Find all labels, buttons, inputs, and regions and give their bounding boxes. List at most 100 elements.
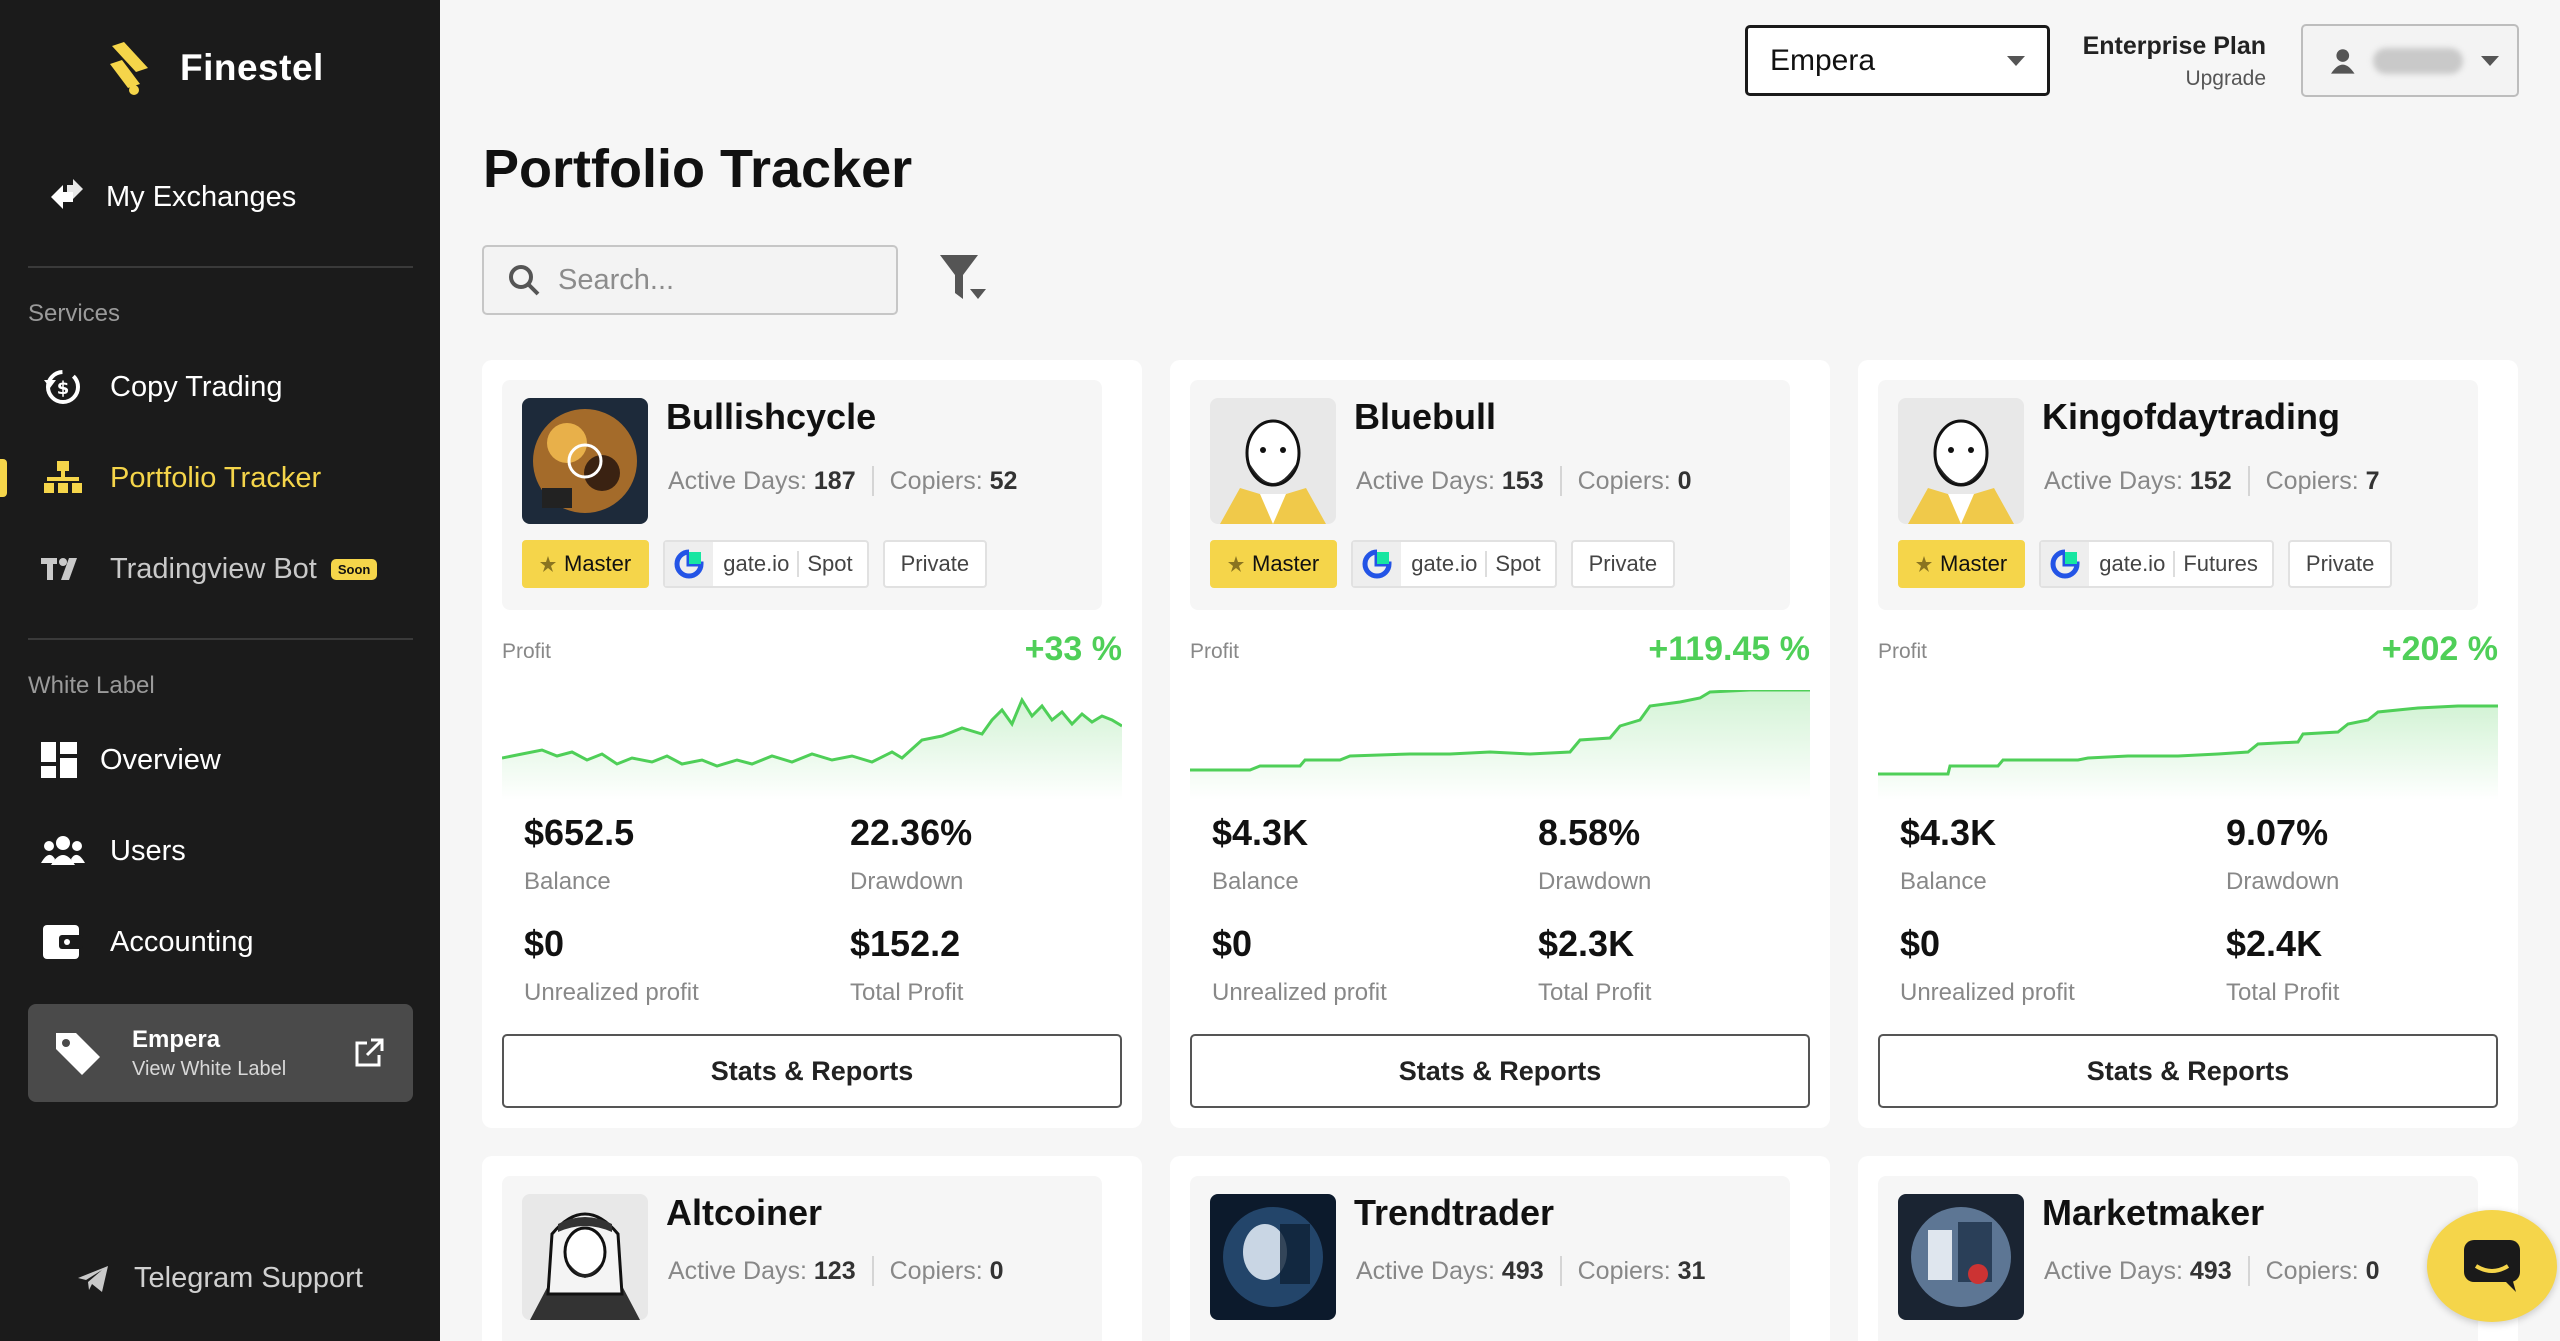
telegram-support-label: Telegram Support — [134, 1262, 363, 1294]
external-link-icon[interactable] — [353, 1037, 385, 1069]
drawdown-metric: 22.36% Drawdown — [850, 812, 972, 896]
brand-name: Finestel — [180, 47, 324, 88]
profit-value: +202 % — [2381, 630, 2498, 668]
telegram-support-link[interactable]: Telegram Support — [78, 1262, 363, 1295]
brand-logo[interactable]: Finestel — [104, 40, 324, 96]
white-label-card[interactable]: Empera View White Label — [28, 1004, 413, 1102]
trader-name[interactable]: Trendtrader — [1354, 1192, 1555, 1233]
sidebar-item-my-exchanges[interactable]: My Exchanges — [0, 162, 440, 232]
master-badge-label: Master — [1252, 551, 1320, 576]
sidebar-item-label: Portfolio Tracker — [110, 461, 322, 494]
profit-value: +119.45 % — [1648, 630, 1810, 668]
sidebar-item-portfolio-tracker[interactable]: Portfolio Tracker — [0, 443, 440, 513]
exchange-arrows-icon — [42, 179, 92, 215]
trader-avatar[interactable] — [522, 1194, 648, 1320]
trader-stats: Active Days: 493 Copiers: 31 — [1356, 1256, 1705, 1286]
sidebar-item-label: Users — [110, 834, 186, 867]
stats-reports-button[interactable]: Stats & Reports — [1190, 1034, 1810, 1108]
sidebar-item-copy-trading[interactable]: $ Copy Trading — [0, 352, 440, 422]
copiers-value: 7 — [2365, 466, 2380, 495]
trader-name[interactable]: Kingofdaytrading — [2042, 396, 2340, 437]
master-badge: Master — [522, 540, 650, 588]
dashboard-icon — [34, 742, 84, 778]
balance-value: $652.5 — [524, 812, 635, 853]
active-days-value: 493 — [1501, 1256, 1544, 1285]
wallet-icon — [38, 925, 88, 959]
filter-icon[interactable] — [938, 253, 994, 305]
sidebar-item-tradingview-bot[interactable]: Tradingview Bot Soon — [0, 534, 440, 604]
user-menu-button[interactable] — [2301, 24, 2519, 97]
trader-name[interactable]: Altcoiner — [666, 1192, 823, 1233]
total-profit-metric: $2.4K Total Profit — [2226, 923, 2339, 1007]
trader-name[interactable]: Marketmaker — [2042, 1192, 2265, 1233]
chevron-down-icon — [2481, 55, 2499, 66]
search-box[interactable] — [482, 245, 898, 315]
trader-avatar[interactable] — [1898, 398, 2024, 524]
trader-card: Bluebull Active Days: 153 Copiers: 0 Mas… — [1170, 360, 1830, 1128]
total-profit-label: Total Profit — [1538, 979, 1652, 1006]
sidebar-item-overview[interactable]: Overview — [0, 725, 440, 795]
sidebar-item-label: Overview — [100, 743, 221, 776]
trader-avatar[interactable] — [1210, 398, 1336, 524]
svg-text:$: $ — [57, 378, 70, 399]
view-white-label-link[interactable]: View White Label — [132, 1057, 287, 1080]
unrealized-profit-metric: $0 Unrealized profit — [1212, 923, 1387, 1007]
total-profit-label: Total Profit — [2226, 979, 2340, 1006]
profit-sparkline — [1878, 704, 2498, 800]
trader-name[interactable]: Bullishcycle — [666, 396, 877, 437]
chevron-down-icon — [2007, 55, 2025, 66]
chat-support-button[interactable] — [2427, 1210, 2557, 1322]
trader-tags: Master gate.io Spot Private — [522, 540, 988, 588]
chat-bubble-icon — [2464, 1240, 2520, 1292]
workspace-select-value: Empera — [1770, 43, 1876, 77]
unrealized-profit-label: Unrealized profit — [524, 979, 699, 1006]
plan-title: Enterprise Plan — [2082, 32, 2266, 60]
workspace-select[interactable]: Empera — [1745, 25, 2050, 96]
active-days-value: 493 — [2189, 1256, 2232, 1285]
sidebar-item-label: My Exchanges — [106, 180, 297, 213]
copiers-label: Copiers: — [889, 466, 983, 495]
trader-avatar[interactable] — [1210, 1194, 1336, 1320]
finestel-logo-icon — [110, 42, 148, 95]
tag-icon — [56, 1033, 100, 1075]
total-profit-value: $2.4K — [2226, 923, 2323, 964]
trader-avatar[interactable] — [522, 398, 648, 524]
market-type: Spot — [807, 551, 853, 576]
trader-name[interactable]: Bluebull — [1354, 396, 1496, 437]
trader-card-header: Altcoiner Active Days: 123 Copiers: 0 — [502, 1176, 1102, 1341]
sidebar-item-accounting[interactable]: Accounting — [0, 907, 440, 977]
total-profit-metric: $152.2 Total Profit — [850, 923, 963, 1007]
soon-badge: Soon — [330, 558, 378, 580]
copiers-label: Copiers: — [1577, 466, 1671, 495]
trader-avatar[interactable] — [1898, 1194, 2024, 1320]
stats-reports-button[interactable]: Stats & Reports — [1878, 1034, 2498, 1108]
trader-card: Trendtrader Active Days: 493 Copiers: 31 — [1170, 1156, 1830, 1341]
visibility-badge: Private — [2287, 540, 2393, 588]
sidebar-item-users[interactable]: Users — [0, 816, 440, 886]
balance-metric: $652.5 Balance — [524, 812, 634, 896]
search-input[interactable] — [558, 263, 858, 297]
trader-card: Kingofdaytrading Active Days: 152 Copier… — [1858, 360, 2518, 1128]
unrealized-profit-metric: $0 Unrealized profit — [524, 923, 699, 1007]
drawdown-value: 9.07% — [2226, 812, 2329, 853]
exchange-badge: gate.io Futures — [2039, 540, 2274, 588]
active-days-label: Active Days: — [2044, 466, 2183, 495]
drawdown-value: 22.36% — [850, 812, 973, 853]
active-days-value: 187 — [813, 466, 856, 495]
sidebar-divider — [28, 638, 413, 640]
stats-reports-button[interactable]: Stats & Reports — [502, 1034, 1122, 1108]
stats-separator — [871, 1256, 874, 1286]
profit-label: Profit — [1190, 640, 1240, 663]
sidebar: Finestel My Exchanges Services $ Copy Tr… — [0, 0, 440, 1341]
unrealized-profit-value: $0 — [1900, 923, 1941, 964]
stats-separator — [2247, 466, 2250, 496]
profit-label: Profit — [1878, 640, 1928, 663]
trader-stats: Active Days: 153 Copiers: 0 — [1356, 466, 1692, 496]
balance-metric: $4.3K Balance — [1900, 812, 1996, 896]
profit-label: Profit — [502, 640, 552, 663]
master-badge: Master — [1210, 540, 1338, 588]
upgrade-link[interactable]: Upgrade — [2185, 67, 2266, 90]
market-type: Futures — [2183, 551, 2258, 576]
balance-label: Balance — [1900, 868, 1987, 895]
trader-card: Marketmaker Active Days: 493 Copiers: 0 — [1858, 1156, 2518, 1341]
